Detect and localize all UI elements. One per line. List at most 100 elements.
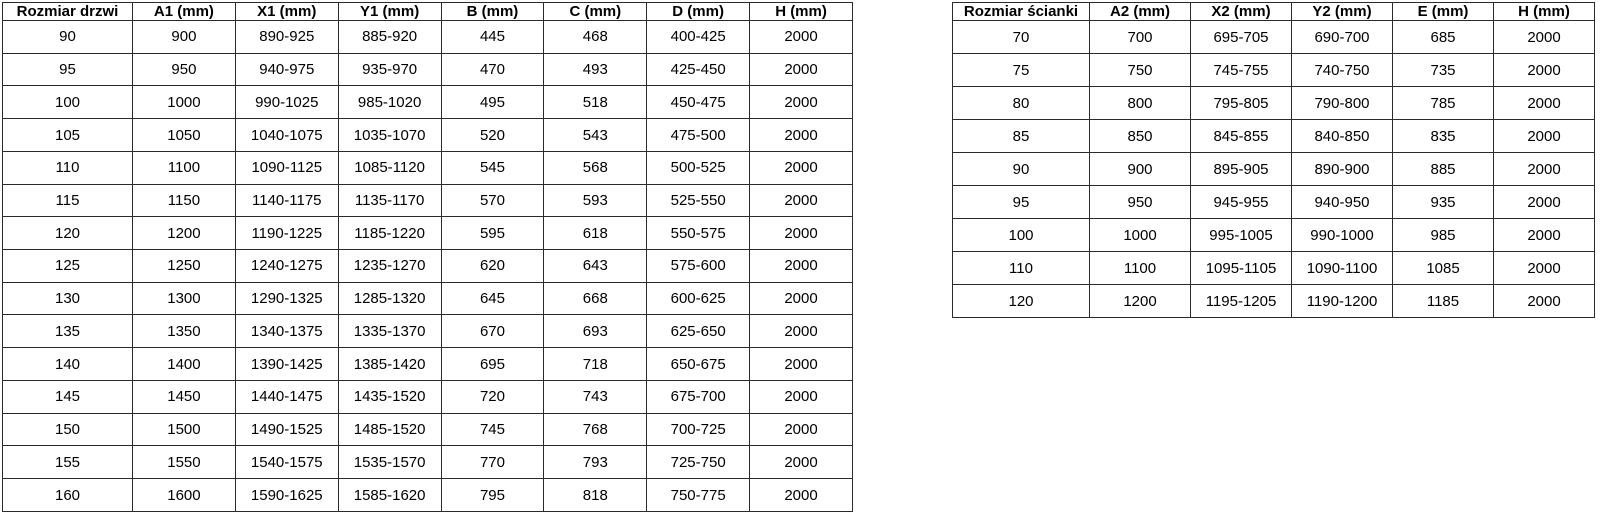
table-cell: 1085	[1392, 251, 1494, 285]
table-cell: 1095-1105	[1190, 251, 1292, 285]
table-row: 140 1400 1390-1425 1385-1420 695 718 650-675 20…	[2, 347, 853, 381]
table-cell: 890-925	[234, 20, 339, 54]
table-cell: 750-775	[646, 478, 751, 512]
table-cell: 790-800	[1291, 86, 1393, 120]
table-cell: 2000	[749, 183, 853, 218]
table-cell: 795-805	[1190, 86, 1292, 120]
table-cell: 1185-1220	[337, 216, 442, 251]
table-cell: 1240-1275	[234, 249, 339, 283]
table-cell: 520	[440, 118, 545, 152]
table-cell: 445	[440, 20, 545, 54]
table-cell: 1085-1120	[337, 150, 442, 185]
table-cell: 690-700	[1291, 20, 1393, 54]
table-cell: 885-920	[337, 20, 442, 54]
table-cell: 90	[2, 20, 133, 54]
table-row: 70 700 695-705 690-700 685 2000	[952, 20, 1595, 54]
table-cell: 2000	[749, 314, 853, 349]
table-cell: 1100	[1089, 251, 1191, 285]
table-cell: 1300	[132, 281, 236, 316]
table-cell: 795	[440, 478, 545, 512]
table-row: 90 900 890-925 885-920 445 468 400-425 2000	[2, 20, 853, 54]
table-cell: 1485-1520	[337, 412, 442, 447]
table-row: 95 950 940-975 935-970 470 493 425-450 2000	[2, 52, 853, 87]
table-row: 110 1100 1090-1125 1085-1120 545 568 500-525 20…	[2, 150, 853, 185]
table-cell: 120	[952, 284, 1090, 318]
table-cell: 1585-1620	[337, 478, 442, 512]
table-cell: 2000	[749, 379, 853, 414]
table-cell: 125	[2, 249, 133, 283]
table-cell: 2000	[1493, 20, 1595, 54]
table-cell: 845-855	[1190, 119, 1292, 153]
table-cell: 2000	[1493, 53, 1595, 87]
column-header: H (mm)	[749, 2, 853, 21]
table-cell: 1450	[132, 379, 236, 414]
table-cell: 1190-1225	[234, 216, 339, 251]
table-cell: 900	[132, 20, 236, 54]
table-cell: 693	[543, 314, 648, 349]
table-cell: 545	[440, 150, 545, 185]
table-cell: 2000	[1493, 251, 1595, 285]
table-cell: 950	[1089, 185, 1191, 219]
table-cell: 570	[440, 183, 545, 218]
table-row: 75 750 745-755 740-750 735 2000	[952, 53, 1595, 87]
table-cell: 70	[952, 20, 1090, 54]
table-row: 130 1300 1290-1325 1285-1320 645 668 600-625 20…	[2, 281, 853, 316]
table-cell: 835	[1392, 119, 1494, 153]
table-cell: 95	[2, 52, 133, 87]
table-cell: 1235-1270	[337, 249, 442, 283]
table-cell: 568	[543, 150, 648, 185]
table-cell: 450-475	[646, 85, 751, 120]
table-cell: 130	[2, 281, 133, 316]
door-size-table: Rozmiar drzwi A1 (mm) X1 (mm) Y1 (mm) B (mm)…	[2, 2, 853, 512]
table-cell: 115	[2, 183, 133, 218]
table-row: 110 1100 1095-1105 1090-1100 1085 2000	[952, 251, 1595, 285]
table-cell: 1400	[132, 347, 236, 381]
table-cell: 1090-1100	[1291, 251, 1393, 285]
table-cell: 1550	[132, 445, 236, 480]
table-cell: 160	[2, 478, 133, 512]
table-cell: 90	[952, 152, 1090, 186]
table-row: 95 950 945-955 940-950 935 2000	[952, 185, 1595, 219]
table-cell: 940-975	[234, 52, 339, 87]
table-cell: 525-550	[646, 183, 751, 218]
table-cell: 80	[952, 86, 1090, 120]
table-row: 80 800 795-805 790-800 785 2000	[952, 86, 1595, 120]
table-cell: 2000	[749, 118, 853, 152]
table-cell: 1090-1125	[234, 150, 339, 185]
table-cell: 1190-1200	[1291, 284, 1393, 318]
table-cell: 750	[1089, 53, 1191, 87]
table-cell: 743	[543, 379, 648, 414]
table-row: 120 1200 1195-1205 1190-1200 1185 2000	[952, 284, 1595, 318]
table-cell: 2000	[1493, 152, 1595, 186]
header-row: Rozmiar drzwi A1 (mm) X1 (mm) Y1 (mm) B (mm)…	[2, 2, 853, 21]
header-row: Rozmiar ścianki A2 (mm) X2 (mm) Y2 (mm) E (m…	[952, 2, 1595, 21]
table-cell: 543	[543, 118, 648, 152]
table-cell: 475-500	[646, 118, 751, 152]
table-cell: 1350	[132, 314, 236, 349]
table-cell: 768	[543, 412, 648, 447]
table-cell: 120	[2, 216, 133, 251]
table-cell: 940-950	[1291, 185, 1393, 219]
table-cell: 990-1000	[1291, 218, 1393, 252]
table-row: 145 1450 1440-1475 1435-1520 720 743 675-700 20…	[2, 379, 853, 414]
table-cell: 990-1025	[234, 85, 339, 120]
table-cell: 700-725	[646, 412, 751, 447]
table-cell: 140	[2, 347, 133, 381]
table-cell: 600-625	[646, 281, 751, 316]
table-cell: 110	[952, 251, 1090, 285]
table-cell: 950	[132, 52, 236, 87]
table-cell: 110	[2, 150, 133, 185]
table-cell: 105	[2, 118, 133, 152]
table-cell: 718	[543, 347, 648, 381]
table-cell: 818	[543, 478, 648, 512]
table-cell: 2000	[749, 347, 853, 381]
table-cell: 468	[543, 20, 648, 54]
table-cell: 1135-1170	[337, 183, 442, 218]
table-cell: 1490-1525	[234, 412, 339, 447]
table-cell: 625-650	[646, 314, 751, 349]
table-cell: 1285-1320	[337, 281, 442, 316]
table-row: 120 1200 1190-1225 1185-1220 595 618 550-575 20…	[2, 216, 853, 251]
table-cell: 2000	[749, 412, 853, 447]
table-row: 100 1000 995-1005 990-1000 985 2000	[952, 218, 1595, 252]
table-cell: 800	[1089, 86, 1191, 120]
